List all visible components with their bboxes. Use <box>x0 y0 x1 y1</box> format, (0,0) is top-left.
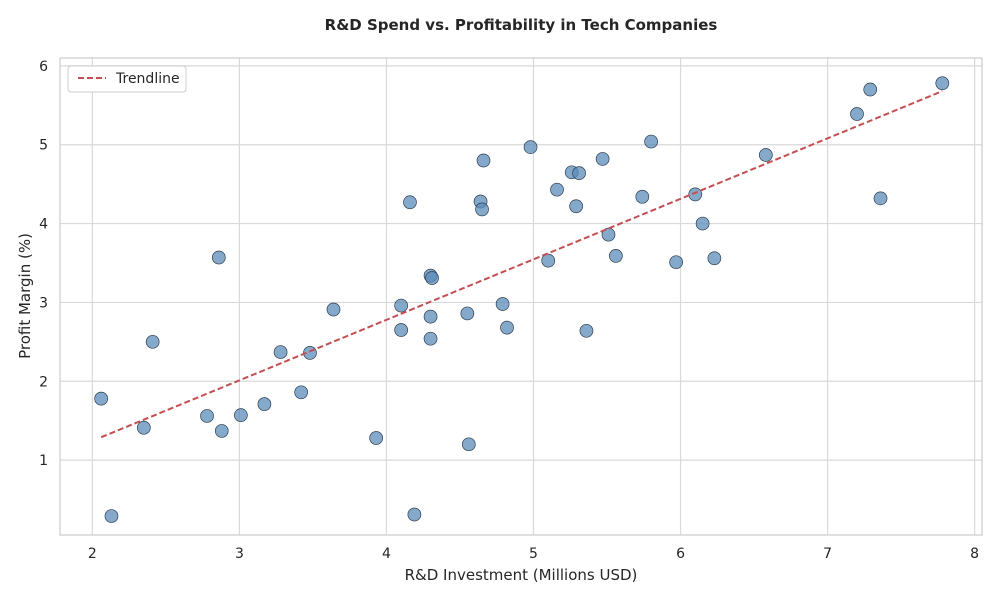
x-tick-label: 4 <box>382 546 391 562</box>
y-tick-label: 4 <box>39 217 48 233</box>
plot-frame <box>59 57 983 536</box>
data-point <box>475 202 489 217</box>
data-point <box>294 385 309 400</box>
x-tick-label: 2 <box>88 546 97 562</box>
y-axis-label: Profit Margin (%) <box>16 233 34 359</box>
data-point <box>423 331 438 346</box>
data-point <box>595 152 610 166</box>
data-point <box>495 297 510 311</box>
data-point <box>695 216 710 231</box>
x-tick-label: 8 <box>970 546 979 562</box>
data-point <box>104 509 119 523</box>
x-tick-labels: 2 3 4 5 6 7 8 <box>88 546 979 562</box>
y-tick-label: 1 <box>39 453 48 469</box>
y-tick-label: 5 <box>39 138 48 154</box>
data-point <box>608 249 623 263</box>
data-point <box>394 298 409 313</box>
data-point <box>403 195 417 210</box>
data-point <box>214 424 229 438</box>
grid <box>60 58 982 535</box>
data-point <box>550 182 564 197</box>
data-point <box>644 134 658 149</box>
y-tick-label: 6 <box>39 59 48 75</box>
data-point <box>407 507 422 522</box>
legend-entry-trendline: Trendline <box>115 71 180 87</box>
data-point <box>145 334 160 349</box>
x-tick-label: 6 <box>676 546 685 562</box>
data-point <box>234 408 248 423</box>
data-point <box>688 187 703 202</box>
data-points <box>94 76 950 523</box>
x-tick-label: 5 <box>529 546 538 562</box>
data-point <box>669 255 683 270</box>
trendline-path <box>100 90 943 439</box>
x-tick-label: 7 <box>823 546 832 562</box>
y-tick-label: 3 <box>39 295 48 311</box>
x-axis-label: R&D Investment (Millions USD) <box>405 566 638 584</box>
data-point <box>423 309 438 324</box>
data-point <box>873 191 888 206</box>
data-point <box>758 148 773 162</box>
data-point <box>326 302 341 317</box>
data-point <box>863 82 878 97</box>
data-point <box>136 420 151 435</box>
legend: Trendline <box>67 65 187 93</box>
data-point <box>601 227 616 242</box>
data-point <box>461 437 476 452</box>
data-point <box>211 250 226 265</box>
data-point <box>635 189 650 204</box>
data-point <box>476 153 491 168</box>
data-point <box>707 251 722 266</box>
data-point <box>572 166 586 180</box>
data-point <box>394 323 409 337</box>
data-point <box>569 199 583 214</box>
data-point <box>425 271 439 285</box>
y-tick-label: 2 <box>39 374 48 390</box>
data-point <box>257 397 272 411</box>
data-point <box>935 76 950 91</box>
data-point <box>200 409 214 423</box>
data-point <box>500 320 514 335</box>
data-point <box>541 253 556 268</box>
data-point <box>460 306 475 321</box>
data-point <box>273 345 288 359</box>
data-point <box>369 431 384 445</box>
y-tick-labels: 1 2 3 4 5 6 <box>39 59 48 469</box>
data-point <box>579 323 594 338</box>
data-point <box>850 107 864 121</box>
data-point <box>94 391 109 406</box>
chart-title: R&D Spend vs. Profitability in Tech Comp… <box>325 16 718 34</box>
legend-box <box>67 65 187 93</box>
data-point <box>523 140 538 154</box>
x-tick-label: 3 <box>235 546 244 562</box>
trendline <box>100 90 943 439</box>
